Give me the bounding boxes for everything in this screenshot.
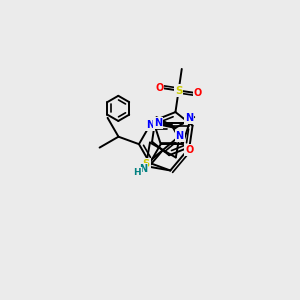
- Text: S: S: [142, 159, 150, 169]
- Text: N: N: [154, 118, 162, 128]
- Text: O: O: [185, 145, 194, 155]
- Text: H: H: [133, 168, 141, 177]
- Text: O: O: [155, 83, 163, 93]
- Text: N: N: [185, 113, 193, 124]
- Text: O: O: [194, 88, 202, 98]
- Text: S: S: [175, 85, 182, 95]
- Text: N: N: [139, 164, 147, 174]
- Text: N: N: [146, 120, 154, 130]
- Text: N: N: [176, 131, 184, 141]
